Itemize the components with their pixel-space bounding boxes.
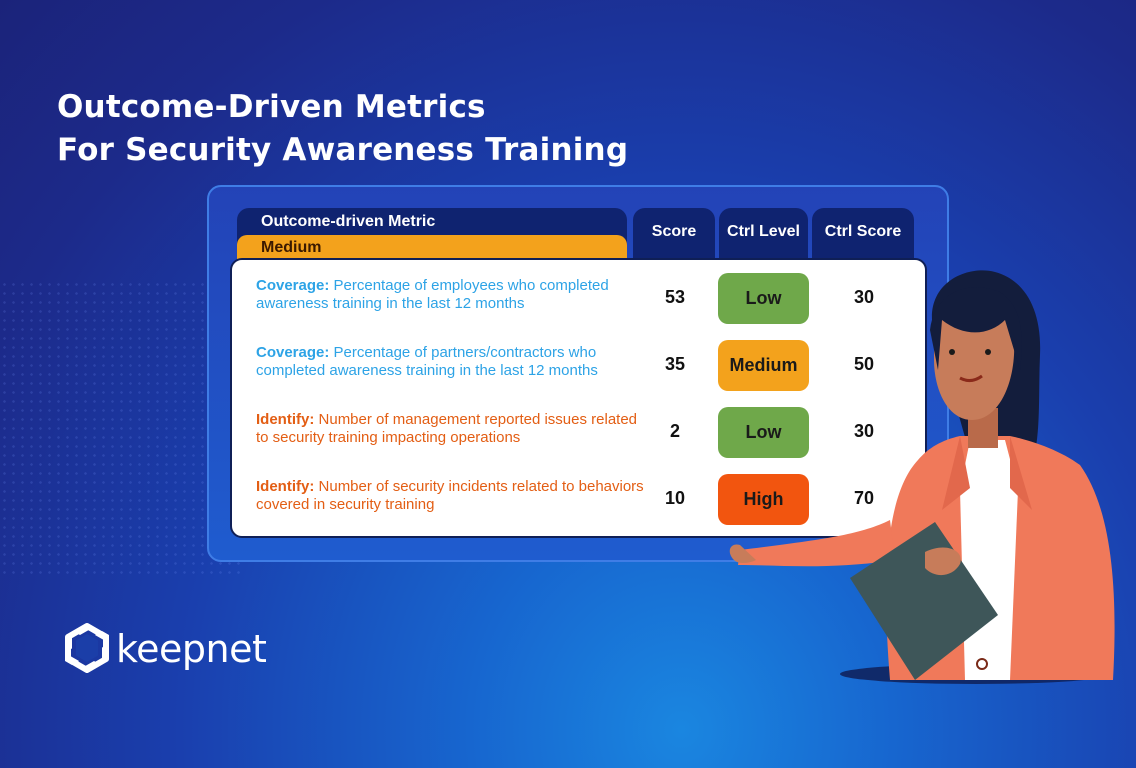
ctrl-score-column-header: Ctrl Score xyxy=(812,208,914,263)
metric-description: Identify: Number of security incidents r… xyxy=(256,478,646,514)
ctrl-score-value: 30 xyxy=(853,287,875,307)
ctrl-level-badge: Medium xyxy=(718,340,809,391)
presenter-woman-illustration xyxy=(729,270,1115,684)
title-line-1: Outcome-Driven Metrics xyxy=(57,89,486,125)
metric-text: Number of management reported issues rel… xyxy=(256,411,638,446)
ctrl-score-value: 70 xyxy=(853,488,875,508)
metric-column-header: Outcome-driven Metric Medium xyxy=(237,208,627,263)
table-row: Coverage: Percentage of partners/contrac… xyxy=(232,336,929,403)
ctrl-level-badge: Low xyxy=(718,407,809,458)
score-value: 53 xyxy=(664,287,686,307)
metric-description: Identify: Number of management reported … xyxy=(256,411,646,447)
keepnet-logo-icon xyxy=(65,623,109,673)
metric-category: Identify: xyxy=(256,478,315,495)
table-row: Coverage: Percentage of employees who co… xyxy=(232,269,929,336)
title-line-2: For Security Awareness Training xyxy=(57,132,629,168)
metric-text: Percentage of partners/contractors who c… xyxy=(256,344,598,379)
score-value: 2 xyxy=(669,421,680,441)
table-row: Identify: Number of management reported … xyxy=(232,403,929,470)
ctrl-score-value: 30 xyxy=(853,421,875,441)
metric-header-label: Outcome-driven Metric xyxy=(261,213,436,230)
metric-description: Coverage: Percentage of partners/contrac… xyxy=(256,344,646,380)
ctrl-level-badge: High xyxy=(718,474,809,525)
metrics-table: Coverage: Percentage of employees who co… xyxy=(230,258,927,538)
metric-text: Percentage of employees who completed aw… xyxy=(256,277,609,312)
metric-category: Coverage: xyxy=(256,344,330,361)
score-value: 10 xyxy=(664,488,686,508)
metric-category: Coverage: xyxy=(256,277,330,294)
metric-text: Number of security incidents related to … xyxy=(256,478,644,513)
ctrl-level-badge: Low xyxy=(718,273,809,324)
metric-description: Coverage: Percentage of employees who co… xyxy=(256,277,646,313)
score-value: 35 xyxy=(664,354,686,374)
table-row: Identify: Number of security incidents r… xyxy=(232,470,929,537)
metric-category: Identify: xyxy=(256,411,315,428)
ctrl-level-column-header: Ctrl Level xyxy=(719,208,808,263)
keepnet-wordmark: keepnet xyxy=(116,627,267,671)
ctrl-score-value: 50 xyxy=(853,354,875,374)
dot-pattern xyxy=(0,280,240,580)
score-column-header: Score xyxy=(633,208,715,263)
page-title: Outcome-Driven Metrics For Security Awar… xyxy=(57,86,628,172)
